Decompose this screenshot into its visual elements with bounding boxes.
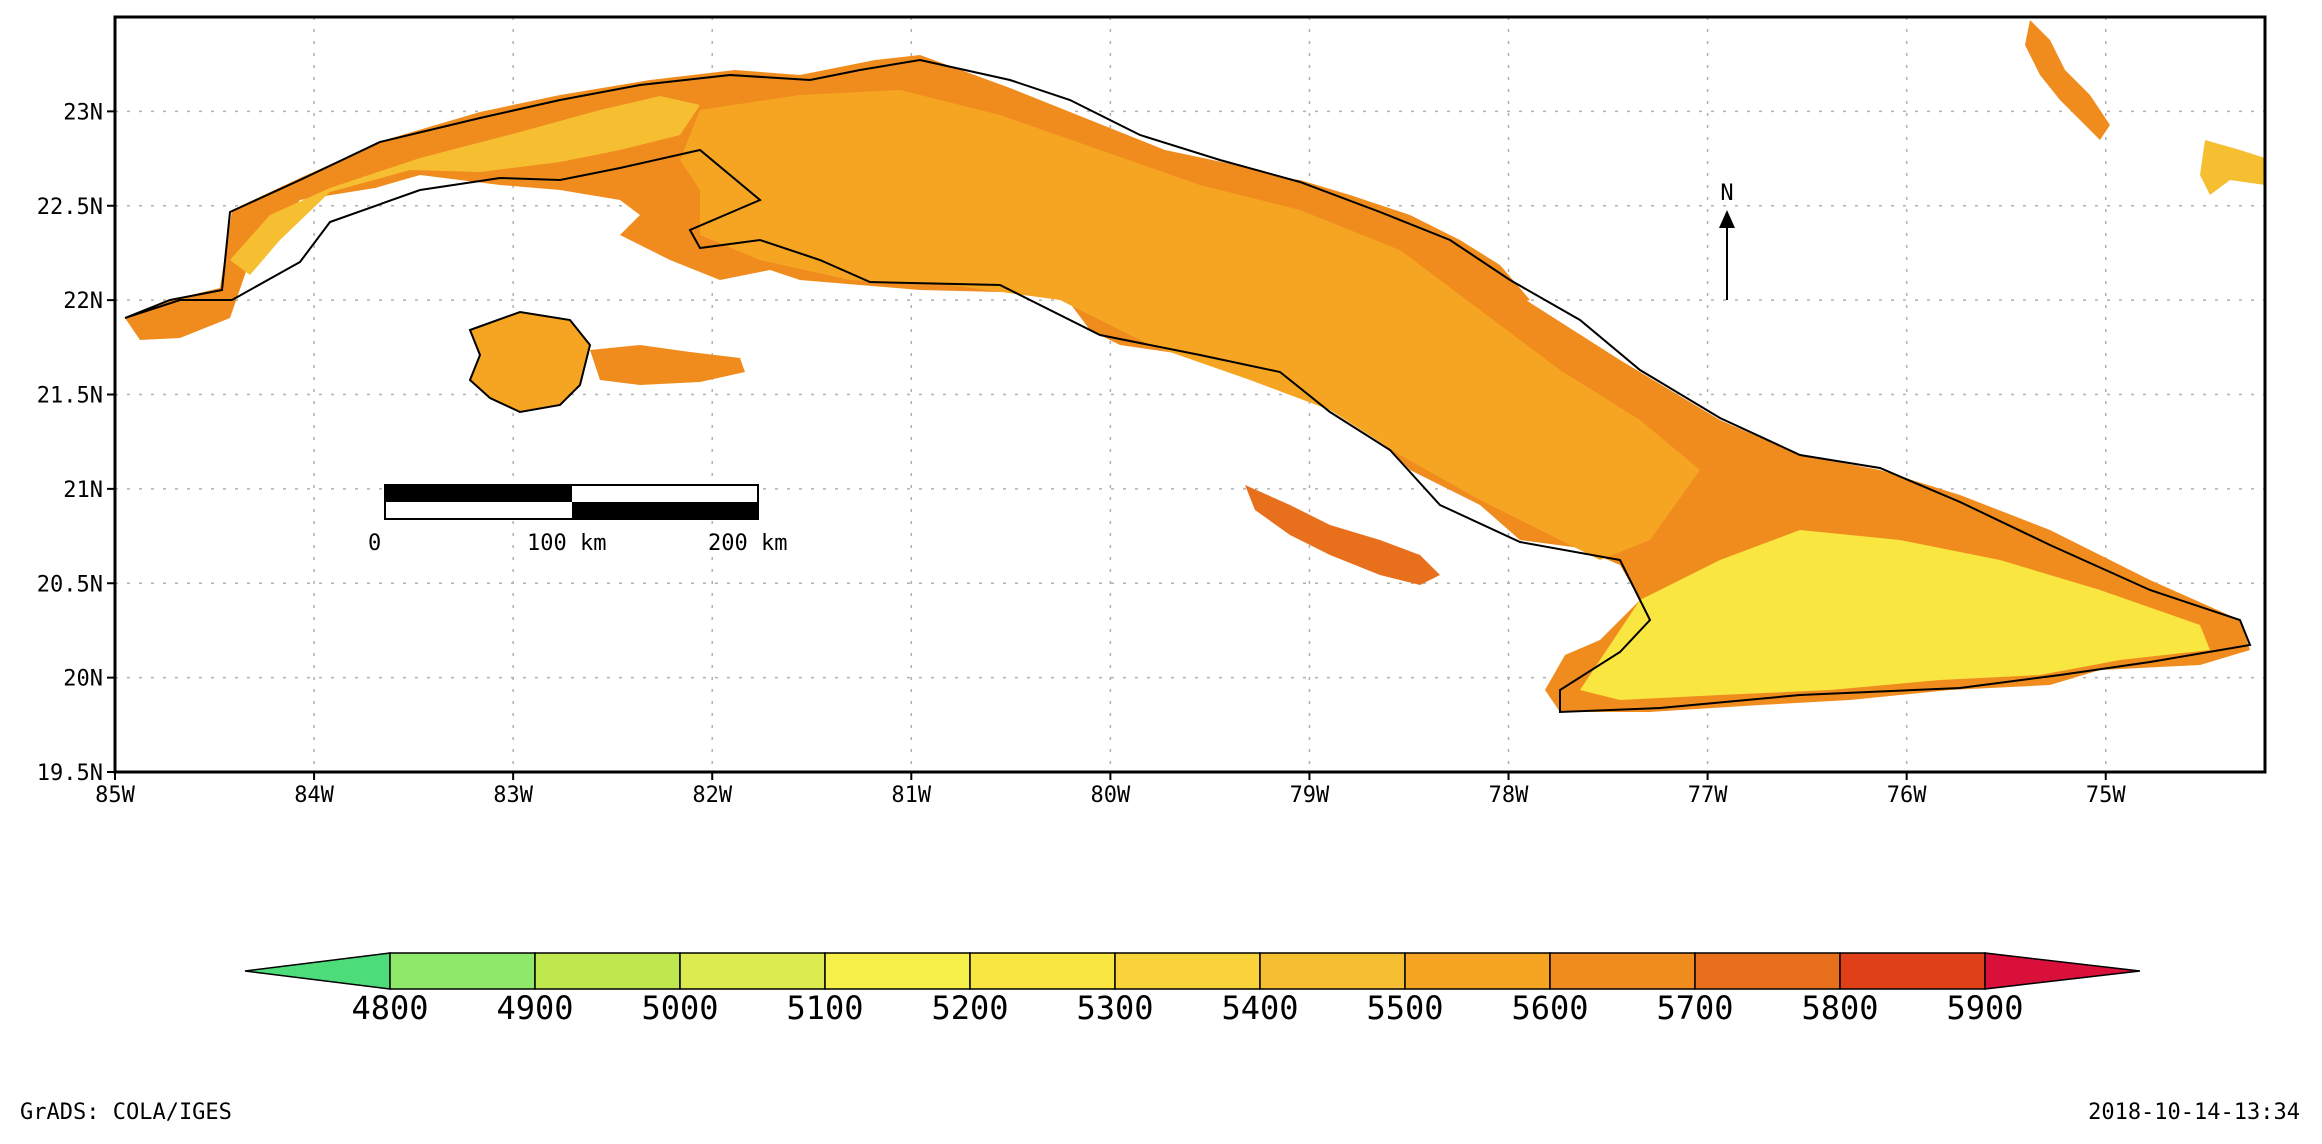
colorbar-swatch: [1114, 952, 1261, 990]
bahamas-island-2: [2200, 140, 2265, 195]
isla-de-la-juventud: [470, 312, 590, 412]
cuba-main-island-interior: [680, 90, 1700, 560]
north-arrow: N: [1719, 181, 1735, 300]
colorbar-label: 5000: [641, 989, 718, 1027]
colorbar-low-triangle: [244, 952, 391, 990]
longitude-tick-labels: 85W 84W 83W 82W 81W 80W 79W 78W 77W 76W 75W: [95, 772, 2126, 808]
lat-tick-label: 19.5N: [37, 761, 103, 786]
colorbar-label: 5900: [1946, 989, 2023, 1027]
lat-tick-label: 21.5N: [37, 384, 103, 409]
colorbar-label: 5400: [1221, 989, 1298, 1027]
scale-bar-label: 200 km: [708, 531, 787, 556]
cuba-east-interior: [1580, 530, 2210, 700]
colorbar-label: 5700: [1656, 989, 1733, 1027]
lat-tick-label: 21N: [63, 478, 103, 503]
colorbar-label: 5500: [1366, 989, 1443, 1027]
lon-tick-label: 75W: [2086, 783, 2126, 808]
bahamas-island-1: [2025, 20, 2110, 140]
colorbar-swatch: [1404, 952, 1551, 990]
footer-credit: GrADS: COLA/IGES: [20, 1100, 232, 1125]
colorbar-swatch: [969, 952, 1116, 990]
colorbar-swatch: [1259, 952, 1406, 990]
colorbar-swatch: [534, 952, 681, 990]
lon-tick-label: 80W: [1090, 783, 1130, 808]
colorbar-swatch: [389, 952, 536, 990]
latitude-tick-labels: 23N 22.5N 22N 21.5N 21N 20.5N 20N 19.5N: [37, 100, 115, 786]
north-arrow-label: N: [1720, 181, 1733, 206]
colorbar-swatch: [1694, 952, 1841, 990]
colorbar-label: 5300: [1076, 989, 1153, 1027]
colorbar-legend: 4800 4900 5000 5100 5200 5300 5400 5500 5600 5700…: [244, 952, 2141, 1027]
cuba-west-interior: [230, 96, 700, 275]
lon-tick-label: 77W: [1688, 783, 1728, 808]
south-cays: [1245, 485, 1440, 585]
colorbar-label: 4900: [496, 989, 573, 1027]
colorbar-label: 5600: [1511, 989, 1588, 1027]
north-cays: [1250, 175, 1530, 305]
lon-tick-label: 76W: [1887, 783, 1927, 808]
lat-tick-label: 22.5N: [37, 195, 103, 220]
juventud-east-cays: [590, 345, 745, 385]
lon-tick-label: 78W: [1489, 783, 1529, 808]
colorbar-swatch: [1839, 952, 1986, 990]
lat-tick-label: 20.5N: [37, 572, 103, 597]
cuba-land: [125, 20, 2265, 712]
lat-tick-label: 23N: [63, 100, 103, 125]
lon-tick-label: 82W: [692, 783, 732, 808]
colorbar-label: 5800: [1801, 989, 1878, 1027]
lon-tick-label: 85W: [95, 783, 135, 808]
lat-tick-label: 22N: [63, 289, 103, 314]
colorbar-swatch: [679, 952, 826, 990]
colorbar-label: 4800: [351, 989, 428, 1027]
colorbar-high-triangle: [1984, 952, 2141, 990]
colorbar-swatch: [824, 952, 971, 990]
colorbar-swatch: [1549, 952, 1696, 990]
colorbar-label: 5200: [931, 989, 1008, 1027]
scale-bar-label: 100 km: [527, 531, 606, 556]
footer-timestamp: 2018-10-14-13:34: [2088, 1100, 2300, 1125]
lon-tick-label: 83W: [493, 783, 533, 808]
scale-bar-label: 0: [368, 531, 381, 556]
lon-tick-label: 84W: [294, 783, 334, 808]
cuba-main-island-coastal-band: [125, 55, 2250, 712]
scale-bar: 0 100 km 200 km: [368, 484, 787, 556]
lat-tick-label: 20N: [63, 667, 103, 692]
lon-tick-label: 79W: [1290, 783, 1330, 808]
lon-tick-label: 81W: [891, 783, 931, 808]
colorbar-label: 5100: [786, 989, 863, 1027]
coastlines: [124, 58, 2252, 714]
